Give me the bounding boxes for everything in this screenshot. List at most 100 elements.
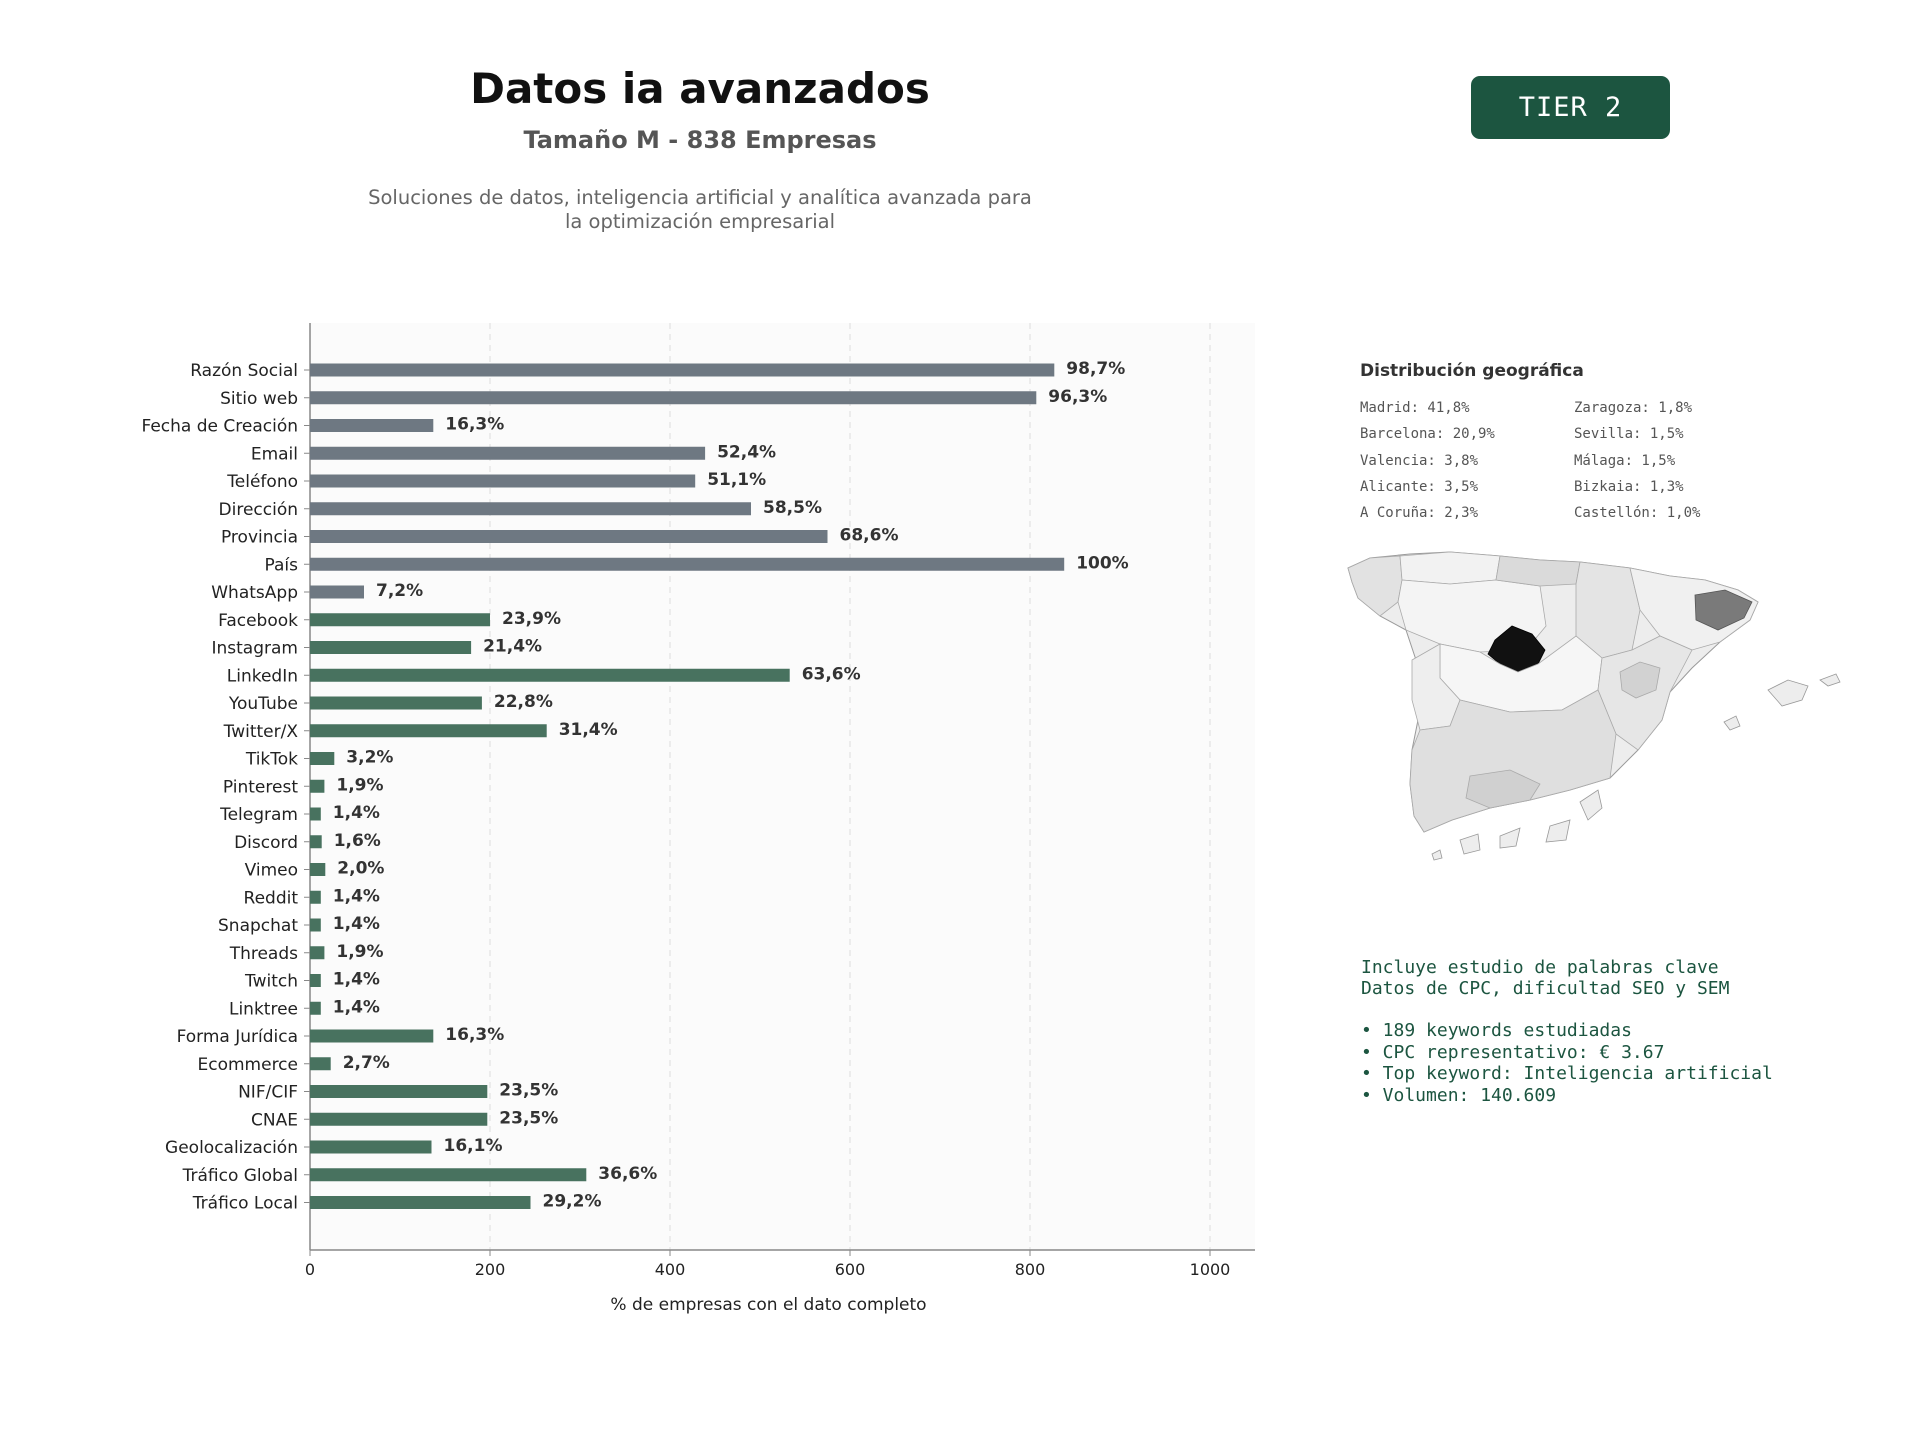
category-label: Pinterest — [223, 777, 298, 797]
bar — [310, 530, 828, 543]
bar-value-label: 51,1% — [707, 470, 766, 490]
category-label: Reddit — [244, 888, 299, 908]
x-tick-label: 800 — [1015, 1260, 1046, 1279]
region-asturias — [1399, 551, 1501, 585]
category-label: Ecommerce — [198, 1055, 299, 1075]
keyword-bullet: • Volumen: 140.609 — [1361, 1084, 1557, 1106]
geo-item: Madrid: 41,8% — [1360, 400, 1470, 416]
bar-value-label: 36,6% — [598, 1164, 657, 1184]
balearic-islands — [1723, 673, 1841, 731]
bar-value-label: 16,3% — [445, 415, 504, 435]
category-label: Instagram — [212, 639, 299, 659]
bar-value-label: 16,1% — [444, 1136, 503, 1156]
geo-item: Barcelona: 20,9% — [1360, 426, 1495, 443]
keywords-intro-1: Incluye estudio de palabras clave — [1361, 957, 1719, 978]
bar — [310, 974, 321, 987]
bar — [310, 1029, 434, 1043]
bar — [310, 668, 790, 682]
bar-value-label: 1,4% — [333, 997, 380, 1017]
category-label: Geolocalización — [165, 1138, 298, 1158]
bar — [310, 890, 321, 904]
bar-value-label: 1,4% — [333, 803, 380, 823]
bar — [310, 807, 321, 821]
category-label: CNAE — [251, 1110, 298, 1130]
bar-value-label: 22,8% — [494, 692, 553, 712]
page-subtitle: Tamaño M - 838 Empresas — [523, 126, 877, 154]
bar — [310, 363, 1055, 377]
category-label: TikTok — [245, 750, 298, 770]
region-valencia-city — [1619, 661, 1661, 699]
category-label: Tráfico Local — [192, 1194, 298, 1214]
bar-value-label: 16,3% — [445, 1025, 504, 1045]
bar-value-label: 2,0% — [337, 859, 384, 879]
category-label: Tráfico Global — [182, 1166, 298, 1186]
bar — [310, 918, 321, 932]
region-basque — [1495, 555, 1581, 587]
region-barcelona — [1694, 589, 1753, 631]
category-label: Discord — [234, 833, 298, 853]
spain-map — [1347, 551, 1841, 861]
category-label: País — [265, 555, 299, 575]
tier-badge: TIER 2 — [1471, 76, 1670, 139]
bar-value-label: 1,4% — [333, 886, 380, 906]
category-label: Snapchat — [218, 916, 298, 936]
category-label: Threads — [229, 944, 298, 964]
x-tick-label: 0 — [305, 1260, 315, 1279]
category-label: Fecha de Creación — [141, 417, 298, 437]
bar-value-label: 7,2% — [376, 581, 423, 601]
category-label: YouTube — [228, 694, 298, 714]
bar — [310, 613, 490, 627]
page-description: Soluciones de datos, inteligencia artifi… — [340, 186, 1060, 234]
bar — [310, 946, 325, 960]
bar — [310, 1057, 331, 1071]
x-tick-label: 600 — [835, 1260, 866, 1279]
bar — [310, 752, 335, 765]
bar — [310, 419, 434, 432]
bar-value-label: 29,2% — [543, 1192, 602, 1212]
bar-value-label: 23,5% — [499, 1108, 558, 1128]
description-line-2: la optimización empresarial — [564, 210, 836, 233]
category-label: Twitter/X — [223, 722, 299, 742]
category-label: Facebook — [218, 611, 298, 631]
category-label: Teléfono — [226, 472, 298, 492]
x-tick-label: 1000 — [1190, 1260, 1231, 1279]
geo-title: Distribución geográfica — [1360, 361, 1584, 381]
category-label: LinkedIn — [227, 666, 298, 686]
geo-item: Valencia: 3,8% — [1360, 452, 1479, 469]
keyword-bullet: • Top keyword: Inteligencia artificial — [1361, 1063, 1773, 1084]
keyword-bullet: • CPC representativo: € 3.67 — [1361, 1041, 1665, 1063]
plot-area — [310, 323, 1255, 1250]
category-label: Email — [251, 444, 298, 464]
bar — [310, 696, 482, 710]
x-tick-label: 400 — [655, 1260, 686, 1279]
region-malaga — [1465, 769, 1541, 809]
x-tick-label: 200 — [475, 1260, 506, 1279]
keywords-intro-2: Datos de CPC, dificultad SEO y SEM — [1361, 978, 1730, 999]
bar-value-label: 1,9% — [336, 775, 383, 795]
keyword-bullet: • 189 keywords estudiadas — [1361, 1020, 1632, 1041]
geo-item: Málaga: 1,5% — [1574, 452, 1676, 469]
category-label: Vimeo — [245, 861, 298, 881]
bar-value-label: 100% — [1076, 553, 1129, 573]
bar — [310, 1196, 531, 1209]
bar — [310, 1140, 432, 1154]
bar — [310, 391, 1037, 405]
geo-item: Sevilla: 1,5% — [1574, 426, 1684, 443]
bar-value-label: 2,7% — [343, 1053, 390, 1073]
bar-value-label: 96,3% — [1048, 387, 1107, 407]
description-line-1: Soluciones de datos, inteligencia artifi… — [368, 186, 1032, 209]
bar — [310, 502, 751, 516]
bar — [310, 474, 696, 488]
x-axis-label: % de empresas con el dato completo — [610, 1295, 926, 1315]
bar-value-label: 1,4% — [333, 914, 380, 934]
completeness-bar-chart: 0 200 400 600 800 1000 % de empresas con el da… — [141, 323, 1255, 1315]
bar-value-label: 63,6% — [802, 664, 861, 684]
bar-value-label: 31,4% — [559, 720, 618, 740]
region-andalucia — [1409, 689, 1617, 833]
bar — [310, 1112, 488, 1126]
bar — [310, 1085, 488, 1098]
bar-value-label: 1,4% — [333, 970, 380, 990]
bar-value-label: 3,2% — [346, 748, 393, 768]
geo-item: A Coruña: 2,3% — [1360, 505, 1479, 522]
bar — [310, 1001, 321, 1015]
